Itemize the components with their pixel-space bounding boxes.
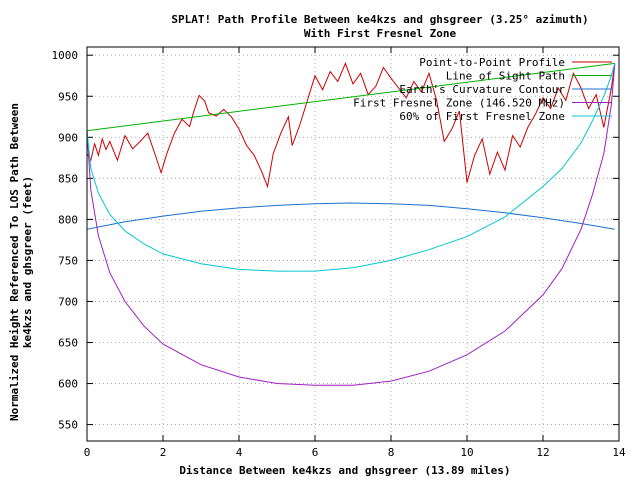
x-axis-label: Distance Between ke4kzs and ghsgreer (13… xyxy=(179,464,510,477)
y-tick-label: 750 xyxy=(58,254,78,267)
legend-label-3: Earth's Curvature Contour xyxy=(399,83,565,96)
legend-label-1: Point-to-Point Profile xyxy=(419,56,565,69)
x-tick-label: 6 xyxy=(312,446,319,459)
y-tick-label: 850 xyxy=(58,172,78,185)
legend-label-5: 60% of First Fresnel Zone xyxy=(399,110,565,123)
tick-labels: 0 2 4 6 8 10 12 14 550 600 650 700 750 800 850 900 950 10… xyxy=(52,49,626,459)
x-tick-label: 2 xyxy=(160,446,167,459)
y-tick-label: 650 xyxy=(58,337,78,350)
y-tick-label: 550 xyxy=(58,419,78,432)
series-line-5 xyxy=(86,63,616,272)
series-line-1 xyxy=(86,62,616,189)
legend-label-2: Line of Sight Path xyxy=(446,70,565,83)
series-line-2 xyxy=(86,62,615,132)
x-tick-label: 14 xyxy=(612,446,626,459)
y-tick-label: 700 xyxy=(58,295,78,308)
legend-label-4: First Fresnel Zone (146.520 MHz) xyxy=(353,97,565,110)
x-tick-label: 12 xyxy=(536,446,549,459)
x-tick-label: 4 xyxy=(236,446,243,459)
x-tick-label: 0 xyxy=(84,446,91,459)
series-line-4 xyxy=(86,63,616,386)
data-series xyxy=(86,62,616,386)
y-axis-label-line2: ke4kzs and ghsgreer (feet) xyxy=(21,176,34,348)
x-tick-label: 8 xyxy=(388,446,395,459)
x-tick-label: 10 xyxy=(460,446,473,459)
y-tick-label: 1000 xyxy=(52,49,79,62)
y-tick-label: 600 xyxy=(58,378,78,391)
plot-border xyxy=(86,46,620,442)
y-axis-label-line1: Normalized Height Referenced To LOS Path… xyxy=(8,103,21,421)
y-tick-label: 900 xyxy=(58,131,78,144)
chart-subtitle: With First Fresnel Zone xyxy=(304,27,457,40)
y-tick-label: 800 xyxy=(58,213,78,226)
y-tick-label: 950 xyxy=(58,90,78,103)
series-line-3 xyxy=(86,202,615,230)
chart-title: SPLAT! Path Profile Between ke4kzs and g… xyxy=(171,13,588,26)
grid-lines xyxy=(86,47,620,441)
